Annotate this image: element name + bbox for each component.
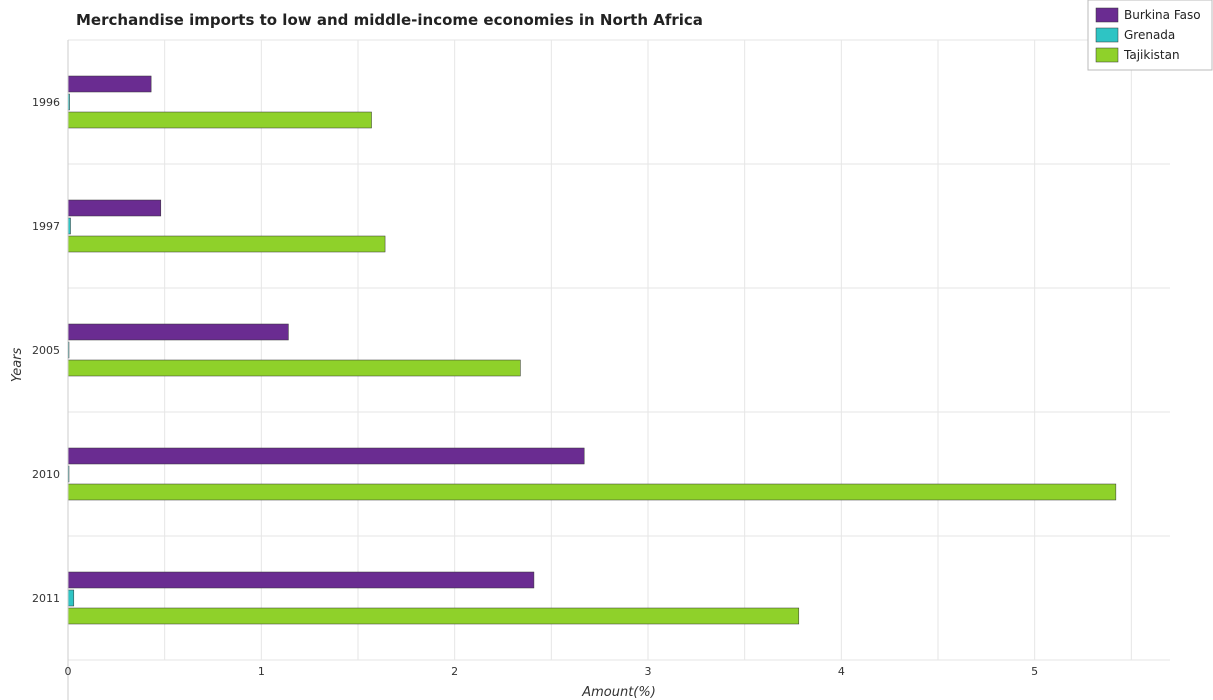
bar-tajikistan-1996 <box>67 111 372 129</box>
gridlines <box>67 39 1170 661</box>
bar-burkina-faso-2010 <box>67 447 585 465</box>
legend-swatch <box>1095 27 1119 43</box>
bar-tajikistan-2010 <box>67 483 1117 501</box>
x-tick-labels: 0 1 2 3 4 5 <box>65 665 1039 678</box>
legend-label: Tajikistan <box>1123 48 1180 62</box>
x-tick-label: 3 <box>645 665 652 678</box>
y-tick-label: 2011 <box>32 592 60 605</box>
y-tick-label: 2010 <box>32 468 60 481</box>
bar-burkina-faso-1996 <box>67 75 152 93</box>
y-axis-label: Years <box>10 347 25 382</box>
legend: Burkina Faso Grenada Tajikistan <box>1087 0 1213 71</box>
bars <box>67 75 1117 625</box>
x-axis-label: Amount(%) <box>581 685 656 700</box>
x-tick-label: 4 <box>838 665 845 678</box>
legend-swatch <box>1095 7 1119 23</box>
x-tick-label: 2 <box>451 665 458 678</box>
y-tick-label: 2005 <box>32 344 60 357</box>
bar-tajikistan-2005 <box>67 359 521 377</box>
bar-burkina-faso-2011 <box>67 571 535 589</box>
bar-grenada-2011 <box>67 589 75 607</box>
bar-burkina-faso-2005 <box>67 323 289 341</box>
bar-tajikistan-1997 <box>67 235 386 253</box>
legend-label: Grenada <box>1124 28 1175 42</box>
y-tick-label: 1997 <box>32 220 60 233</box>
y-tick-label: 1996 <box>32 96 60 109</box>
x-tick-label: 1 <box>258 665 265 678</box>
bar-tajikistan-2011 <box>67 607 800 625</box>
x-tick-label: 5 <box>1031 665 1038 678</box>
legend-label: Burkina Faso <box>1124 8 1201 22</box>
legend-swatch <box>1095 47 1119 63</box>
bar-burkina-faso-1997 <box>67 199 162 217</box>
chart-title: Merchandise imports to low and middle-in… <box>76 11 703 29</box>
x-tick-label: 0 <box>65 665 72 678</box>
y-tick-labels: 1996 1997 2005 2010 2011 <box>32 96 60 605</box>
